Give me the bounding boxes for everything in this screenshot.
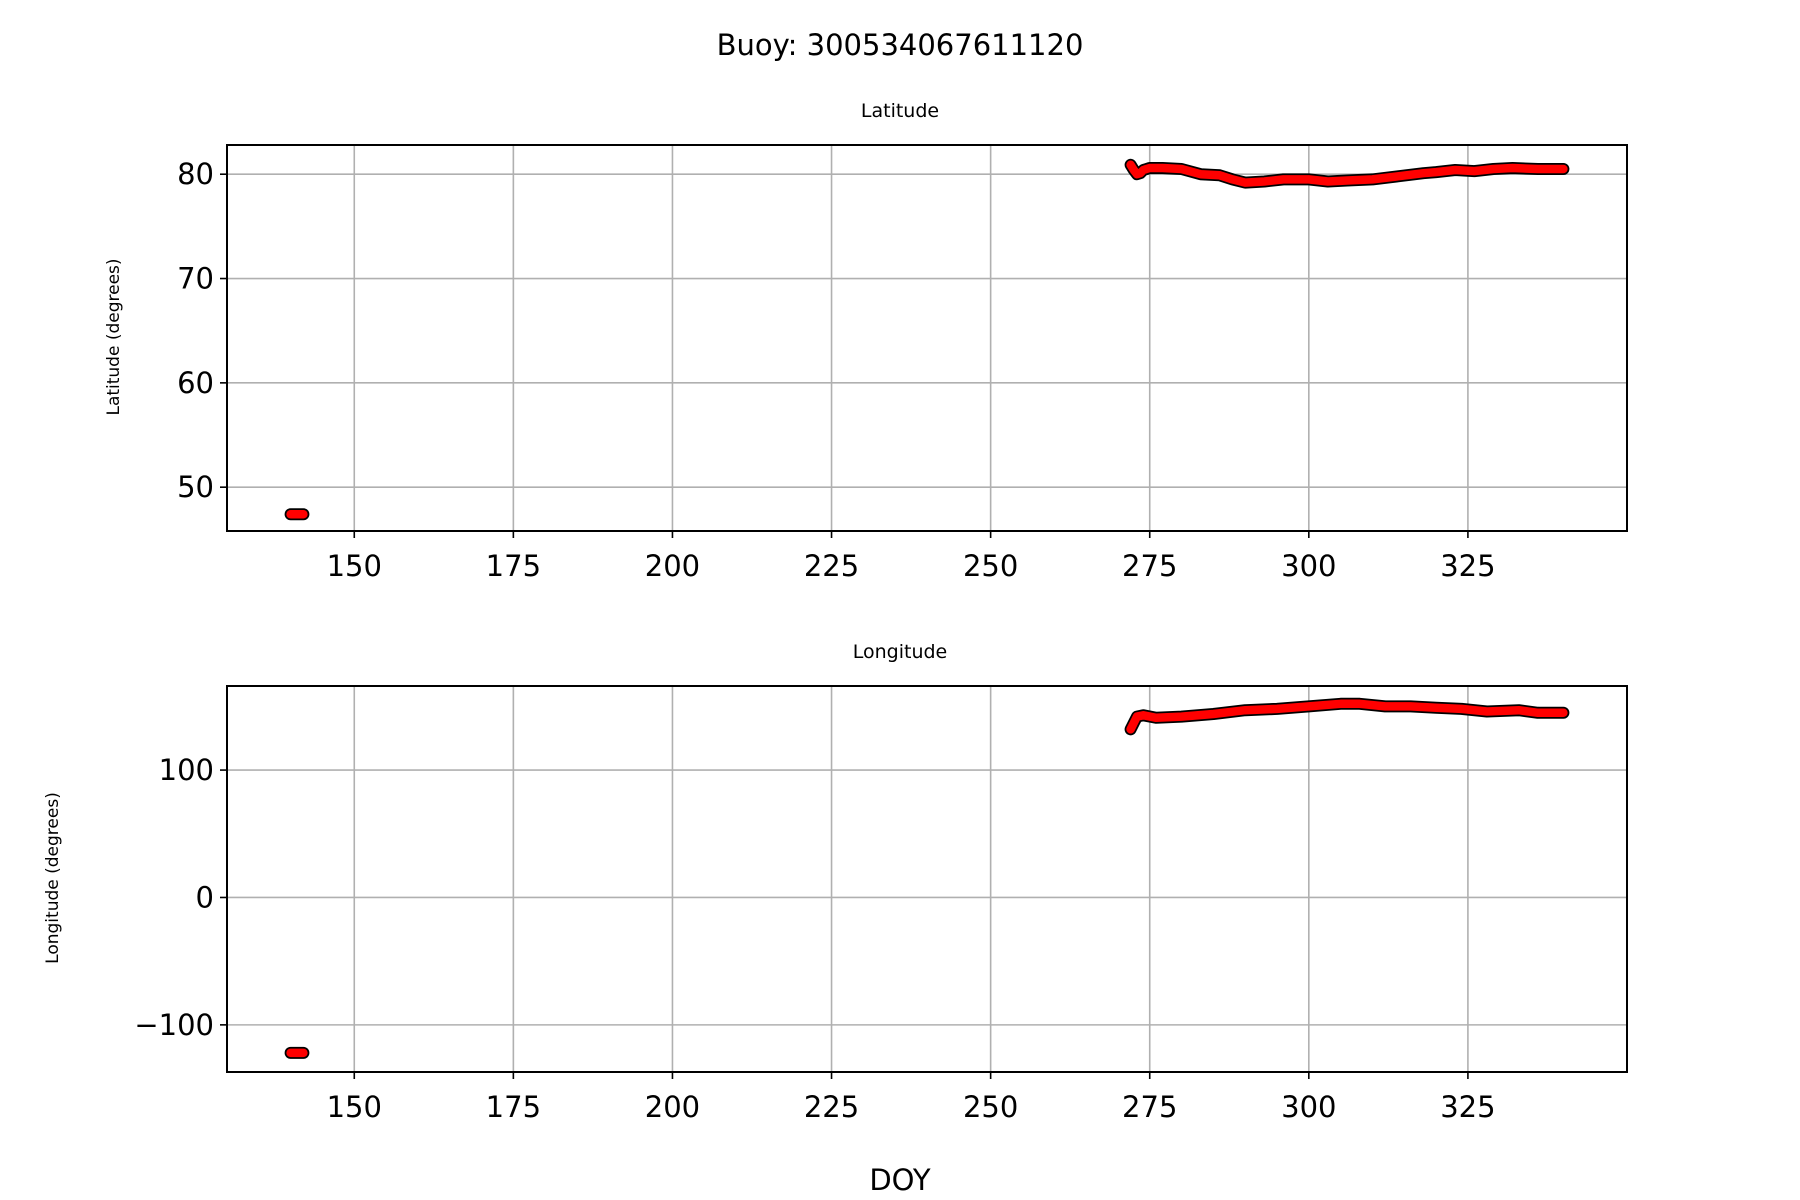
latitude-x-tick-label: 300 — [1281, 549, 1336, 583]
latitude-y-tick-label: 50 — [177, 470, 214, 504]
longitude-y-axis-label: Longitude (degrees) — [43, 792, 63, 964]
latitude-x-tick-label: 175 — [486, 549, 541, 583]
latitude-x-tick-label: 275 — [1122, 549, 1177, 583]
longitude-panel: Longitude Longitude (degrees) 150 175 200 2… — [43, 641, 1628, 1124]
longitude-x-tick-label: 275 — [1122, 1090, 1177, 1124]
latitude-y-axis-label: Latitude (degrees) — [104, 258, 124, 415]
latitude-x-tick-label: 150 — [327, 549, 382, 583]
latitude-y-tick-label: 60 — [177, 366, 214, 400]
latitude-x-tick-label: 200 — [645, 549, 700, 583]
longitude-y-tick-label: 100 — [159, 753, 214, 787]
longitude-x-tick-label: 250 — [963, 1090, 1018, 1124]
longitude-y-tick-label: 0 — [196, 880, 214, 914]
longitude-panel-title: Longitude — [853, 641, 948, 663]
longitude-x-tick-label: 325 — [1440, 1090, 1495, 1124]
latitude-x-tick-label: 225 — [804, 549, 859, 583]
latitude-series-line — [1126, 160, 1568, 187]
longitude-plot-frame — [226, 685, 1628, 1073]
chart-title: Buoy: 300534067611120 — [717, 28, 1084, 62]
latitude-x-tick-label: 325 — [1440, 549, 1495, 583]
latitude-y-tick-label: 80 — [177, 157, 214, 191]
longitude-y-tick-label: −100 — [134, 1008, 214, 1042]
latitude-x-tick-label: 250 — [963, 549, 1018, 583]
longitude-x-tick-label: 175 — [486, 1090, 541, 1124]
latitude-panel-title: Latitude — [861, 100, 939, 122]
longitude-series-line — [1126, 699, 1568, 734]
latitude-plot-frame — [226, 144, 1628, 532]
longitude-x-tick-label: 200 — [645, 1090, 700, 1124]
latitude-y-tick-label: 70 — [177, 262, 214, 296]
longitude-x-tick-label: 300 — [1281, 1090, 1336, 1124]
longitude-x-tick-label: 150 — [327, 1090, 382, 1124]
longitude-x-tick-label: 225 — [804, 1090, 859, 1124]
x-axis-label: DOY — [869, 1163, 931, 1197]
latitude-panel: Latitude Latitude (degrees) 150 175 200 225… — [104, 100, 1628, 583]
